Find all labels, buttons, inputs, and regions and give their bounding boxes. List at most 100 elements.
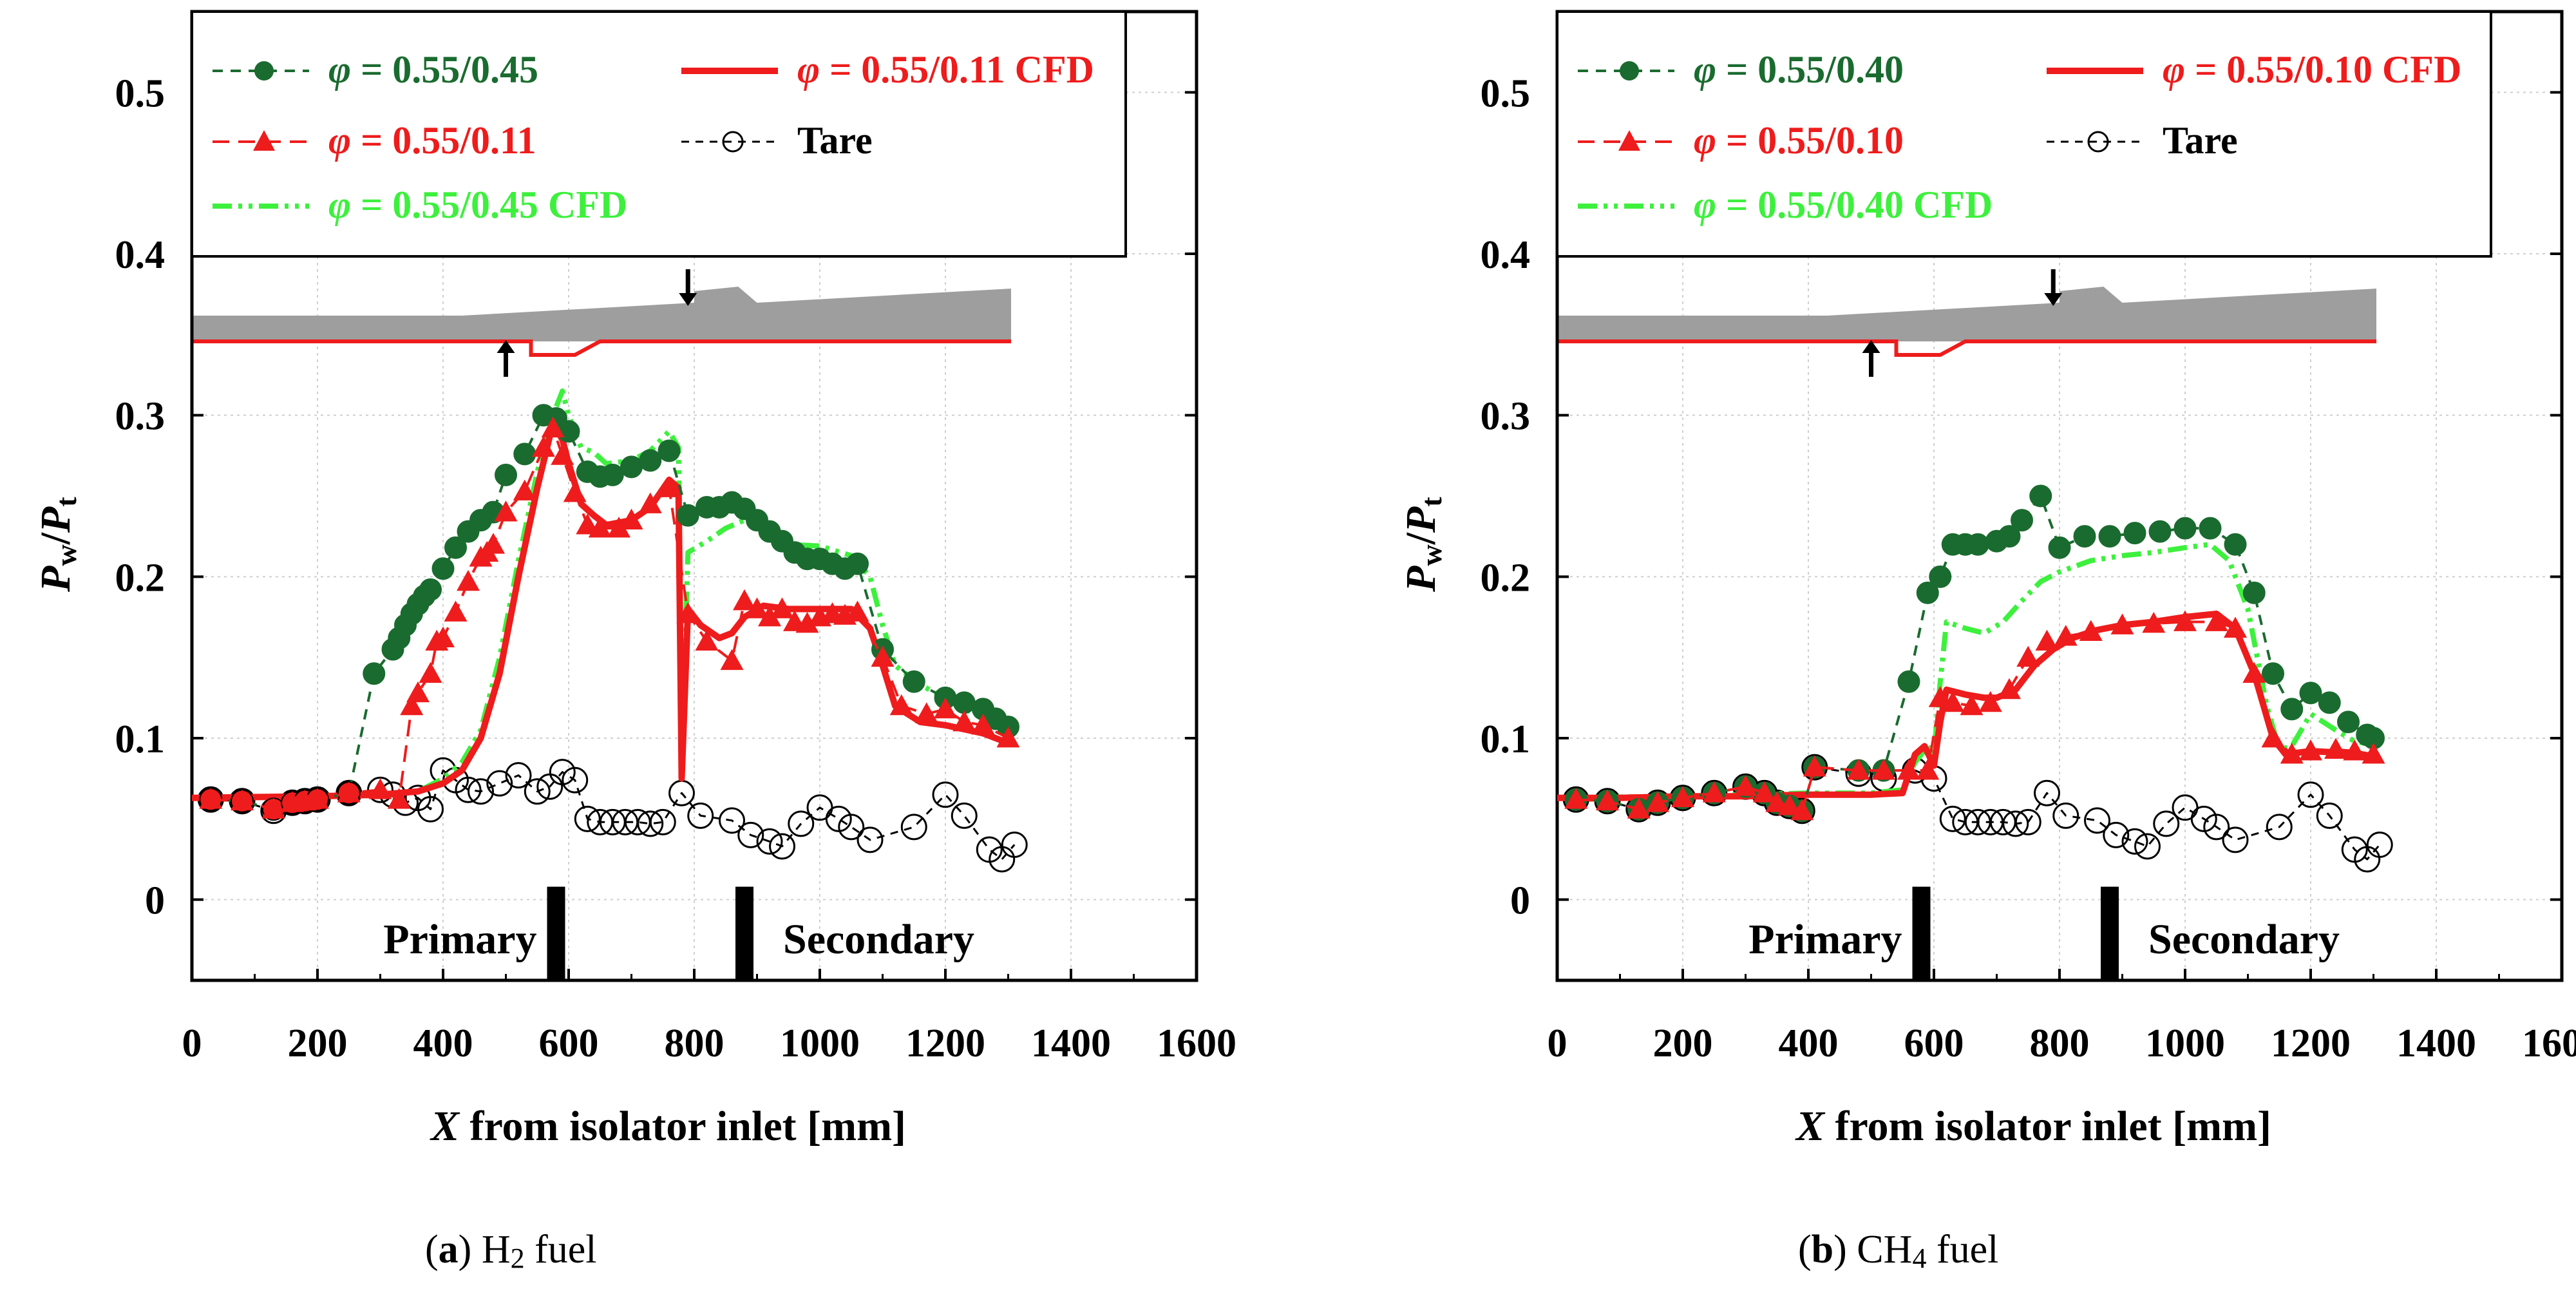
legend-marker: [1618, 130, 1640, 151]
legend-text: = 0.55/0.11: [361, 119, 536, 162]
series-line: [211, 769, 1016, 861]
data-point: [2153, 810, 2180, 837]
legend-label: φ = 0.55/0.10: [1694, 119, 1904, 162]
y-label-P2: P: [32, 506, 79, 533]
data-point: [1847, 759, 1870, 780]
data-point: [306, 788, 329, 809]
data-point: [231, 789, 254, 811]
data-point: [1998, 525, 2021, 548]
legend-text: = 0.55/0.10 CFD: [2195, 48, 2461, 91]
series-line: [1576, 766, 2381, 861]
data-point: [2148, 520, 2172, 543]
data-point: [2280, 698, 2304, 721]
data-point: [337, 781, 361, 803]
injector-label-primary: Primary: [1748, 916, 1902, 963]
data-point: [2204, 610, 2228, 631]
secondary-arrow-head: [679, 293, 697, 306]
data-point: [2002, 810, 2029, 837]
legend-text: = 0.55/0.11 CFD: [829, 48, 1094, 91]
data-point: [601, 463, 624, 486]
injector-bar: [547, 886, 565, 979]
x-tick-label: 1000: [2145, 1022, 2225, 1065]
data-point: [563, 481, 587, 502]
data-point: [2084, 807, 2110, 834]
data-point: [649, 808, 676, 835]
data-point: [406, 681, 430, 703]
data-point: [1646, 791, 1669, 812]
primary-arrow-head: [1862, 340, 1880, 353]
data-point: [1702, 781, 1726, 803]
y-label-sub1: w: [1415, 544, 1448, 566]
data-point: [2190, 805, 2217, 832]
legend-marker: [254, 61, 274, 81]
legend-phi-symbol: φ: [1694, 184, 1726, 226]
legend-marker: [253, 130, 275, 151]
legend: φ = 0.55/0.40φ = 0.55/0.10φ = 0.55/0.40 …: [1556, 10, 2492, 258]
data-point: [1671, 786, 1694, 808]
data-point: [607, 517, 630, 538]
legend-text: = 0.55/0.45: [361, 48, 538, 91]
data-point: [902, 670, 925, 693]
data-point: [720, 649, 744, 671]
injector-label-secondary: Secondary: [783, 916, 974, 963]
data-point: [2121, 828, 2148, 855]
data-point: [1777, 794, 1801, 815]
series-dashdotdot: [191, 388, 1010, 801]
data-point: [846, 552, 869, 575]
y-label-sub1: w: [50, 544, 82, 566]
data-point: [2016, 645, 2040, 667]
data-point: [2029, 484, 2052, 508]
y-tick-label: 0.3: [1481, 395, 1531, 439]
data-point: [889, 694, 913, 716]
x-axis-label: X from isolator inlet [mm]: [430, 1103, 906, 1150]
data-point: [1596, 789, 1619, 811]
data-point: [419, 578, 442, 601]
x-tick-label: 200: [1653, 1022, 1713, 1065]
x-tick-label: 600: [1904, 1022, 1964, 1065]
data-point: [2123, 522, 2146, 545]
data-point: [2266, 814, 2293, 841]
x-axis-label-text: from isolator inlet [mm]: [1824, 1103, 2271, 1150]
data-point: [513, 443, 536, 466]
injector-label-secondary: Secondary: [2148, 916, 2340, 963]
data-point: [2199, 517, 2222, 540]
x-axis-label-var: X: [1795, 1103, 1826, 1150]
data-point: [1916, 759, 1940, 780]
data-point: [658, 439, 681, 462]
data-point: [2280, 743, 2304, 764]
legend-label: φ = 0.55/0.11 CFD: [797, 48, 1094, 91]
data-point: [2262, 662, 2284, 685]
legend-label: Tare: [797, 119, 873, 162]
x-tick-label: 800: [2030, 1022, 2090, 1065]
data-point: [2052, 802, 2079, 829]
data-point: [1734, 775, 1757, 796]
data-point: [495, 463, 517, 486]
data-point: [2362, 743, 2385, 764]
data-point: [368, 778, 392, 799]
legend-marker: [1620, 61, 1639, 81]
data-point: [2142, 612, 2166, 633]
data-point: [838, 814, 865, 841]
data-point: [2299, 739, 2322, 761]
isolator-wall-shape: [192, 287, 1011, 341]
y-axis-label: Pw/Pt: [32, 497, 82, 593]
data-point: [795, 612, 819, 633]
series-line: [191, 388, 1010, 801]
legend-marker: [2087, 131, 2109, 153]
data-point: [1978, 690, 2002, 712]
data-point: [658, 476, 681, 497]
data-point: [524, 778, 551, 805]
combustor-schematic: [192, 269, 1011, 377]
data-point: [2318, 691, 2341, 714]
data-point: [2222, 826, 2249, 853]
data-point: [2011, 509, 2033, 532]
secondary-arrow-head: [2044, 293, 2063, 306]
y-label-slash: /: [32, 531, 79, 545]
data-point: [2054, 625, 2078, 646]
y-tick-label: 0: [1510, 879, 1530, 923]
legend-phi-symbol: φ: [1694, 48, 1726, 91]
data-point: [2103, 821, 2130, 848]
data-point: [1790, 799, 1814, 821]
data-point: [199, 788, 223, 809]
x-tick-label: 1000: [780, 1022, 860, 1065]
